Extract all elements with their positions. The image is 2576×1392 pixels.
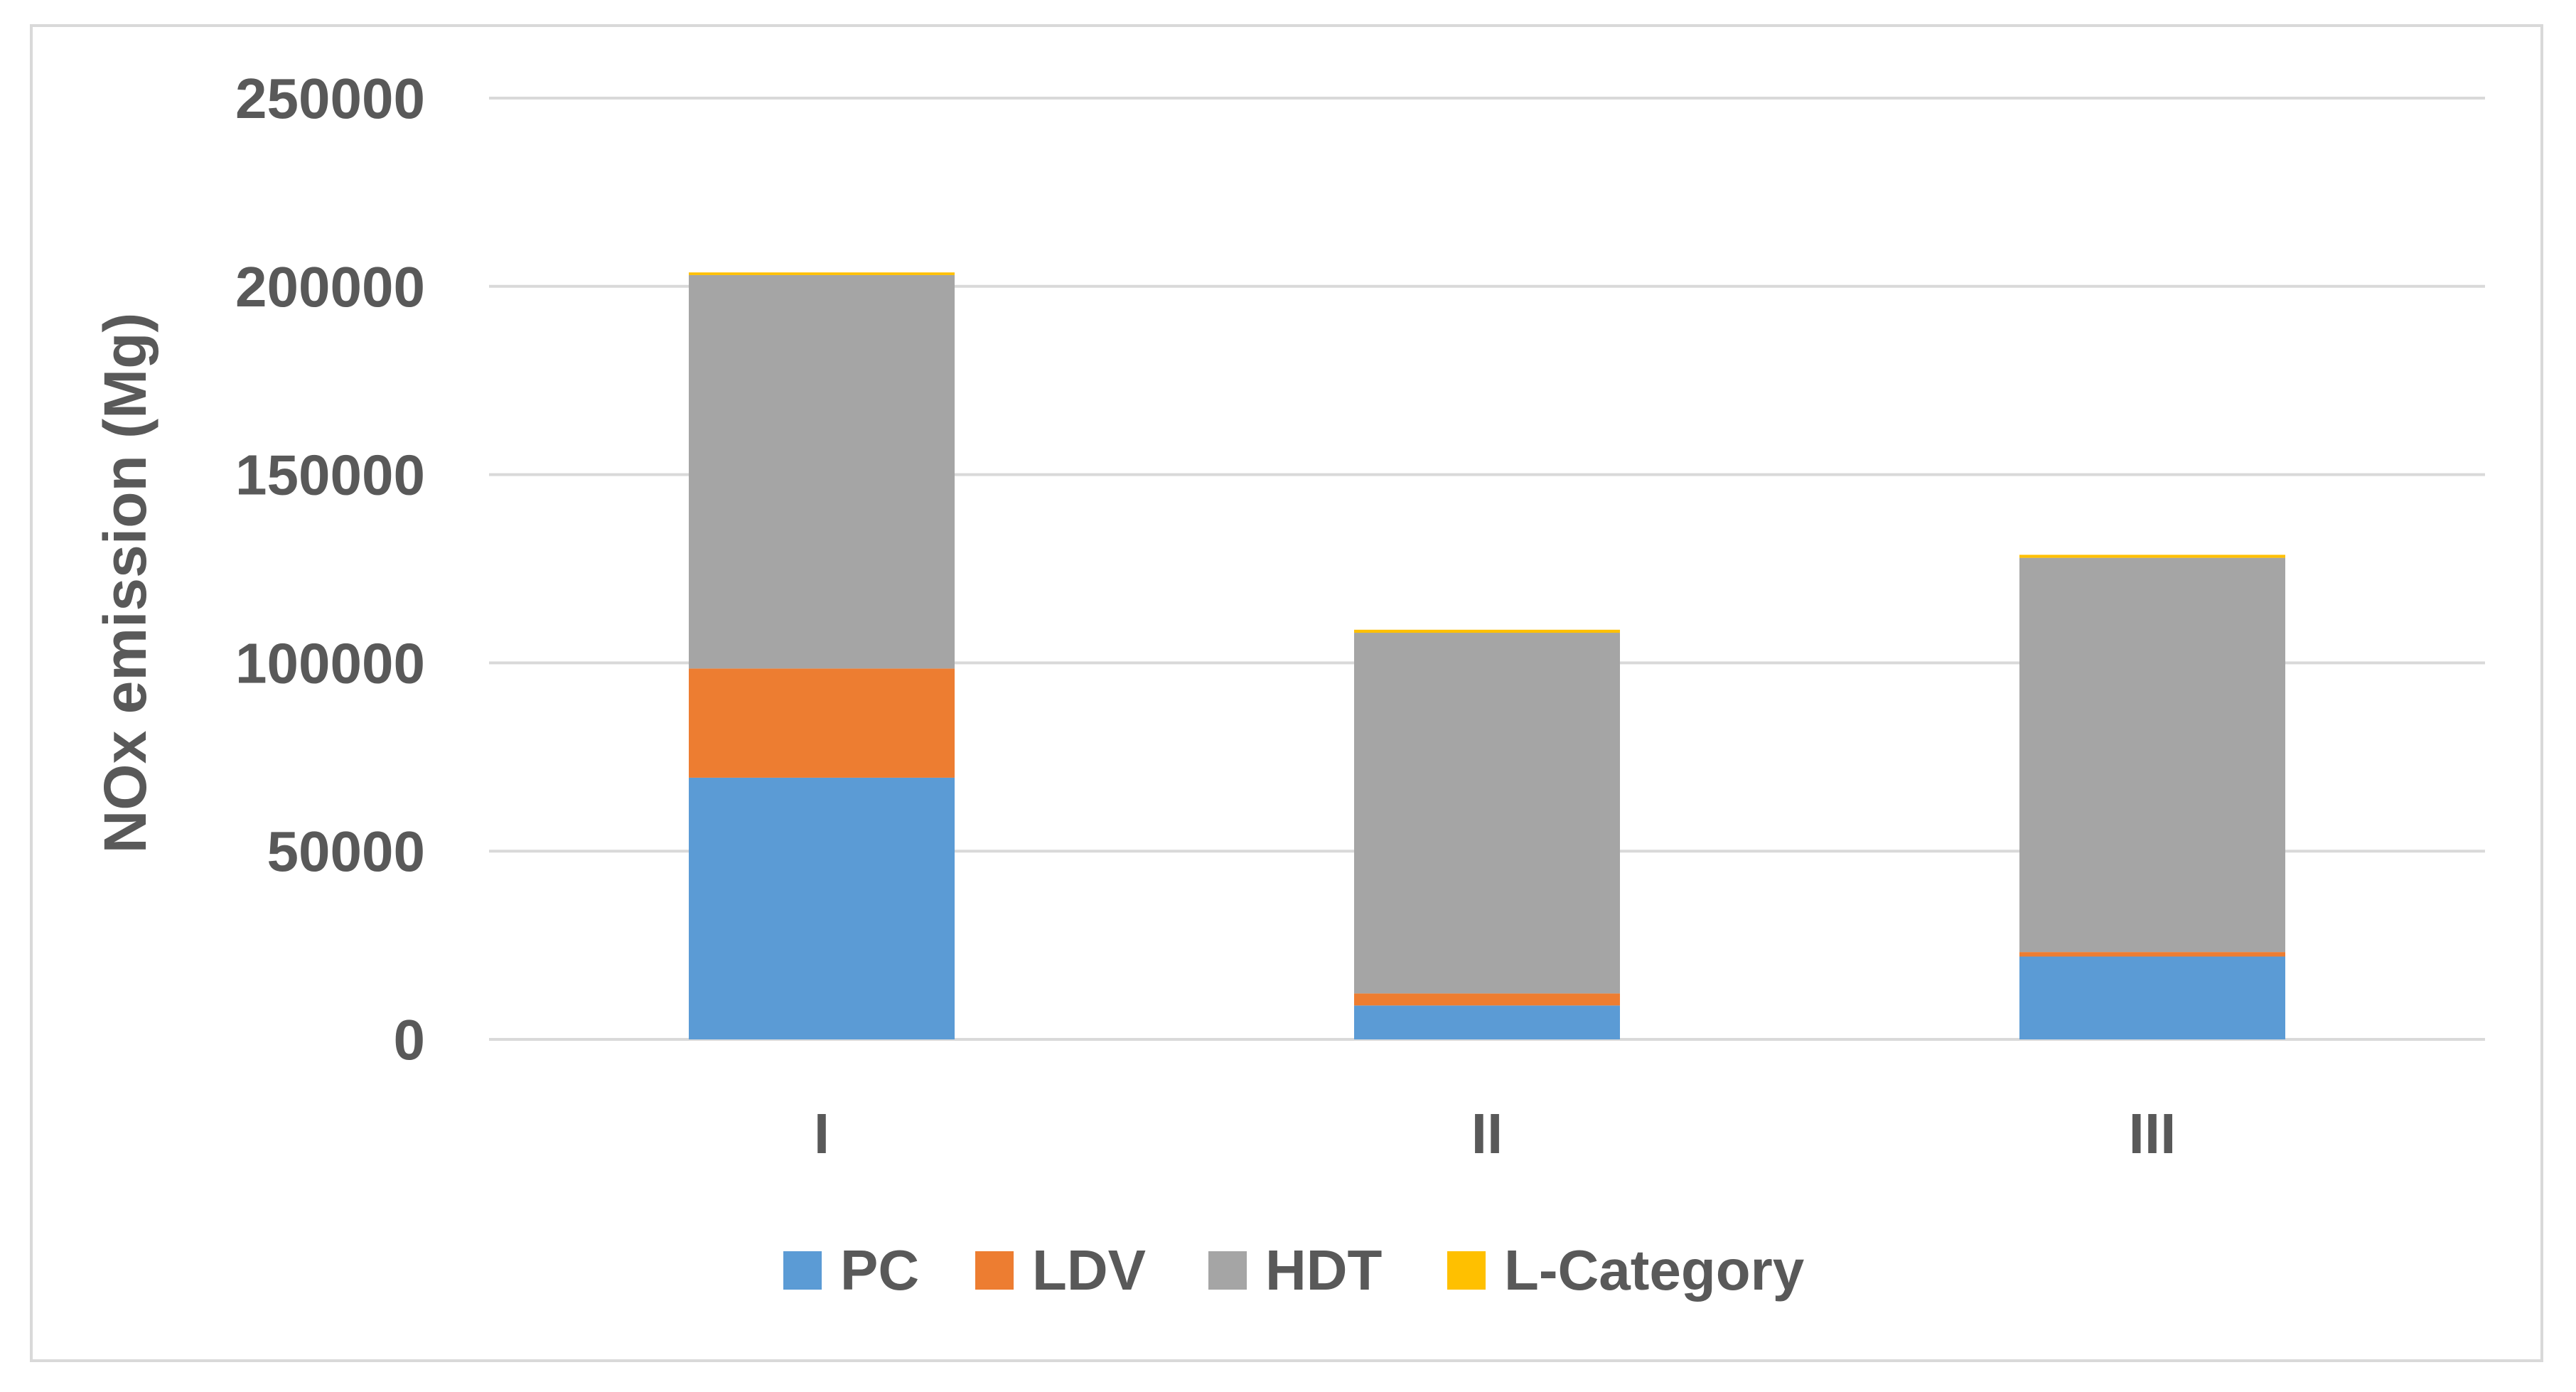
y-axis-ticks: 0 50000 100000 150000 200000 250000 — [235, 67, 425, 1071]
x-tick-label: III — [2129, 1102, 2177, 1165]
bar-segment-l-category-ii — [1354, 629, 1620, 633]
legend-swatch — [1447, 1251, 1486, 1290]
bar-segment-hdt-ii — [1354, 633, 1620, 994]
legend-label: L-Category — [1504, 1238, 1805, 1302]
legend-swatch — [1208, 1251, 1247, 1290]
bar-segment-hdt-iii — [2019, 557, 2285, 953]
y-tick-label: 0 — [394, 1008, 426, 1071]
y-tick-label: 200000 — [235, 255, 425, 318]
legend: PC LDV HDT L-Category — [783, 1238, 1805, 1302]
x-axis-ticks: I II III — [814, 1102, 2176, 1165]
legend-swatch — [783, 1251, 822, 1290]
x-tick-label: II — [1471, 1102, 1503, 1165]
bar-segment-l-category-iii — [2019, 555, 2285, 558]
legend-swatch — [975, 1251, 1014, 1290]
y-tick-label: 100000 — [235, 631, 425, 695]
bar-segment-ldv-ii — [1354, 993, 1620, 1006]
x-tick-label: I — [814, 1102, 830, 1165]
bar-segment-pc-iii — [2019, 956, 2285, 1039]
bar-segment-l-category-i — [689, 272, 955, 275]
legend-label: HDT — [1265, 1238, 1383, 1302]
bar-segment-ldv-i — [689, 668, 955, 778]
y-tick-label: 250000 — [235, 67, 425, 130]
bar-segment-pc-ii — [1354, 1005, 1620, 1039]
y-axis-title: NOx emission (Mg) — [92, 313, 159, 854]
bar-segment-pc-i — [689, 777, 955, 1039]
bar-segment-hdt-i — [689, 274, 955, 669]
bar-segment-ldv-iii — [2019, 952, 2285, 957]
legend-label: PC — [840, 1238, 919, 1302]
y-tick-label: 50000 — [267, 820, 425, 883]
legend-label: LDV — [1032, 1238, 1146, 1302]
y-tick-label: 150000 — [235, 444, 425, 507]
bars — [689, 272, 2285, 1039]
